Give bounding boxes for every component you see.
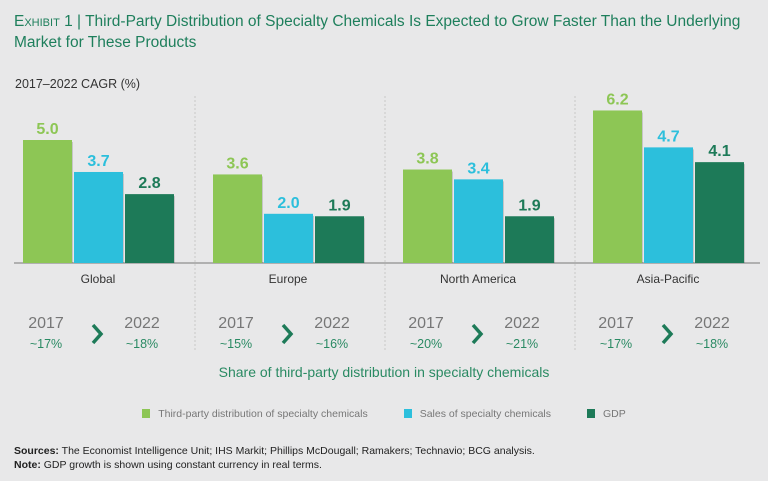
category-label: North America <box>440 272 516 286</box>
legend-label: Third-party distribution of specialty ch… <box>158 408 368 420</box>
from-year: 2017 <box>28 315 64 332</box>
category-label: Europe <box>269 272 308 286</box>
category-label: Asia-Pacific <box>637 272 700 286</box>
sources-label: Sources: <box>14 445 59 457</box>
to-share: ~18% <box>696 337 728 351</box>
data-label: 1.9 <box>328 197 350 214</box>
bar-europe-1 <box>264 213 313 263</box>
to-year: 2022 <box>504 315 540 332</box>
from-year: 2017 <box>408 315 444 332</box>
to-share: ~16% <box>316 337 348 351</box>
bar-europe-0 <box>213 174 262 263</box>
data-label: 2.0 <box>277 195 299 212</box>
data-label: 5.0 <box>36 121 58 138</box>
to-share: ~18% <box>126 337 158 351</box>
to-share: ~21% <box>506 337 538 351</box>
bar-global-2 <box>125 194 174 263</box>
bar-global-0 <box>23 140 72 263</box>
y-axis-label: 2017–2022 CAGR (%) <box>15 77 141 91</box>
note-text: GDP growth is shown using constant curre… <box>43 459 322 471</box>
bar-north-america-0 <box>403 169 452 263</box>
from-share: ~20% <box>410 337 442 351</box>
bar-global-1 <box>74 171 123 263</box>
legend-item-sales: Sales of specialty chemicals <box>403 408 552 420</box>
data-label: 3.7 <box>87 153 109 170</box>
bar-north-america-2 <box>505 216 554 263</box>
bar-asia-pacific-1 <box>644 147 693 263</box>
to-year: 2022 <box>124 315 160 332</box>
sources: Sources: The Economist Intelligence Unit… <box>14 444 535 458</box>
data-label: 6.2 <box>606 91 628 108</box>
chevron-right-icon <box>281 323 294 345</box>
sources-text: The Economist Intelligence Unit; IHS Mar… <box>61 445 535 457</box>
bar-chart: 5.0 3.7 2.8 Global 2017 2022 ~17% ~18% 3.6 2.0 1.9… <box>14 91 760 351</box>
legend-swatch <box>142 409 151 418</box>
legend-swatch <box>587 409 596 418</box>
exhibit-label: Exhibit 1 <box>14 13 73 30</box>
bar-asia-pacific-0 <box>593 110 642 263</box>
data-label: 4.1 <box>708 143 730 160</box>
data-label: 3.6 <box>226 155 248 172</box>
from-year: 2017 <box>598 315 634 332</box>
legend-item-gdp: GDP <box>587 408 626 420</box>
legend-label: Sales of specialty chemicals <box>419 408 552 420</box>
data-label: 3.4 <box>467 160 489 177</box>
title-separator: | <box>77 13 82 30</box>
legend-swatch <box>403 409 412 418</box>
bar-north-america-1 <box>454 179 503 263</box>
note: Note: GDP growth is shown using constant… <box>14 458 535 472</box>
to-year: 2022 <box>314 315 350 332</box>
chevron-right-icon <box>91 323 104 345</box>
bar-europe-2 <box>315 216 364 263</box>
data-label: 2.8 <box>138 175 160 192</box>
note-label: Note: <box>14 459 41 471</box>
bar-asia-pacific-2 <box>695 162 744 263</box>
title-text: Third-Party Distribution of Specialty Ch… <box>14 13 741 51</box>
chevron-right-icon <box>661 323 674 345</box>
legend-item-third-party: Third-party distribution of specialty ch… <box>142 408 368 420</box>
data-label: 4.7 <box>657 128 679 145</box>
category-label: Global <box>81 272 116 286</box>
from-share: ~17% <box>30 337 62 351</box>
from-share: ~15% <box>220 337 252 351</box>
from-share: ~17% <box>600 337 632 351</box>
footnotes: Sources: The Economist Intelligence Unit… <box>14 444 535 472</box>
data-label: 1.9 <box>518 197 540 214</box>
from-year: 2017 <box>218 315 254 332</box>
chart-title: Exhibit 1 | Third-Party Distribution of … <box>14 11 759 53</box>
to-year: 2022 <box>694 315 730 332</box>
legend-label: GDP <box>603 408 626 420</box>
data-label: 3.8 <box>416 151 438 168</box>
legend: Third-party distribution of specialty ch… <box>0 408 768 420</box>
chevron-right-icon <box>471 323 484 345</box>
share-label: Share of third-party distribution in spe… <box>218 364 550 380</box>
